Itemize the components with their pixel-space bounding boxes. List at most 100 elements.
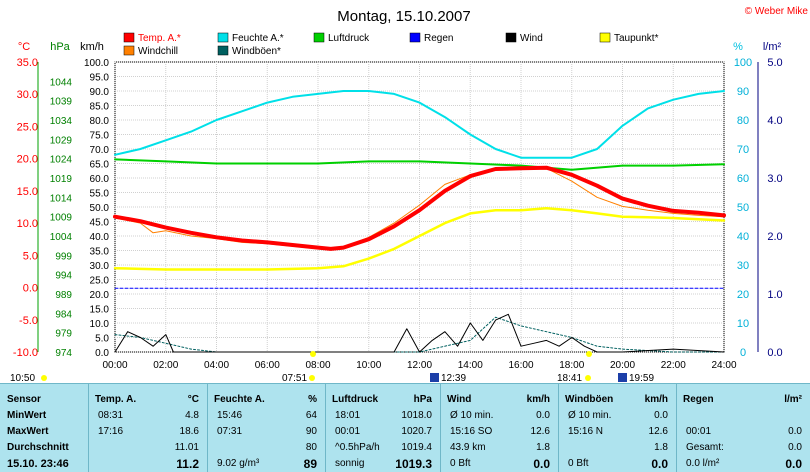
rain-tick-label: 4.0 <box>767 115 782 127</box>
legend-swatch <box>217 32 229 43</box>
humidity-tick-label: 0 <box>740 347 746 359</box>
stat-cell-label: Gesamt: <box>686 442 724 453</box>
legend-label: Luftdruck <box>328 33 370 44</box>
stat-column: Regen l/m² 00:01 0.0 Gesamt: 0.0 0.0 l/m² 0.0 <box>676 384 810 472</box>
stat-cell-label: 15:46 <box>217 410 243 421</box>
noon-time: 12:39 <box>441 373 466 383</box>
moon-icon <box>41 375 47 381</box>
weather-chart: Montag, 15.10.2007 © Weber Mike Temp. A.… <box>10 6 808 383</box>
wind-tick-label: 50.0 <box>90 203 110 214</box>
time-tick-label: 00:00 <box>102 360 127 371</box>
stat-cell-label: 00:01 <box>686 426 712 437</box>
legend-label: Windchill <box>138 46 178 57</box>
pressure-tick-label: 1014 <box>50 193 73 204</box>
moonrise-time: 19:59 <box>629 373 654 383</box>
rain-tick-label: 1.0 <box>767 289 782 301</box>
wind-tick-label: 40.0 <box>90 232 110 243</box>
series-lines <box>113 90 726 353</box>
stat-column: Temp. A. °C 08:31 4.8 17:16 18.6 11.01 11.2 <box>88 384 208 472</box>
humidity-tick-label: 60 <box>737 173 749 185</box>
stat-column: Feuchte A.% 15:46 64 07:31 90 80 9.02 g/m³ 89 <box>207 384 326 472</box>
legend-swatch <box>409 32 421 43</box>
pressure-tick-label: 1004 <box>50 232 73 243</box>
wind-tick-label: 70.0 <box>90 145 110 156</box>
wind-tick-label: 75.0 <box>90 131 110 142</box>
wind-tick-label: 0.0 <box>95 348 109 359</box>
temp-tick-label: 0.0 <box>23 283 38 295</box>
stat-column: Wind km/h Ø 10 min. 0.0 15:16 SO 12.6 43.9 km 1… <box>440 384 559 472</box>
rain-tick-label: 0.0 <box>767 347 782 359</box>
moonrise-icon <box>618 373 627 382</box>
stat-cell-label: Ø 10 min. <box>568 410 612 421</box>
series-line-wind <box>114 313 725 353</box>
stat-column-title: Wind <box>447 394 472 405</box>
moonset-time: 10:50 <box>10 373 35 383</box>
legend-swatch <box>123 32 135 43</box>
stat-column: Windböen km/h Ø 10 min. 0.0 15:16 N 12.6 1.8 0 … <box>558 384 677 472</box>
legend-swatch <box>123 45 135 56</box>
time-tick-label: 12:00 <box>407 360 432 371</box>
temp-tick-label: 5.0 <box>23 250 38 262</box>
stat-cell-value: 0.0 <box>785 457 802 471</box>
pressure-tick-label: 1009 <box>50 213 73 224</box>
stat-cell-value: 64 <box>305 410 317 421</box>
sunrise-marker <box>310 351 316 357</box>
pressure-unit-label: hPa <box>50 41 70 53</box>
row-label-max: MaxWert <box>7 426 49 437</box>
stat-column-unit: l/m² <box>784 394 802 405</box>
pressure-tick-label: 1044 <box>50 77 73 88</box>
humidity-tick-label: 100 <box>734 57 752 69</box>
legend-label: Regen <box>424 33 453 44</box>
time-tick-label: 22:00 <box>661 360 686 371</box>
sensor-column: Sensor MinWert MaxWert Durchschnitt 15.1… <box>0 384 89 472</box>
pressure-tick-label: 1024 <box>50 155 73 166</box>
legend-swatch <box>217 45 229 56</box>
stat-cell-value: 1.8 <box>654 442 668 453</box>
stat-cell-value: 80 <box>305 442 317 453</box>
sunset-icon <box>585 375 591 381</box>
stat-cell-label: 43.9 km <box>450 442 486 453</box>
rain-tick-label: 3.0 <box>767 173 782 185</box>
axis-unit-labels: °C hPa km/h % l/m² <box>18 41 782 53</box>
pressure-tick-label: 989 <box>55 290 72 301</box>
time-tick-label: 10:00 <box>356 360 381 371</box>
stat-cell-value: 0.0 <box>788 442 802 453</box>
stat-cell-value: 0.0 <box>654 410 668 421</box>
wind-tick-label: 30.0 <box>90 261 110 272</box>
time-tick-label: 08:00 <box>305 360 330 371</box>
stat-cell-value: 0.0 <box>533 457 550 471</box>
humidity-tick-label: 10 <box>737 318 749 330</box>
stat-cell-value: 1.8 <box>536 442 550 453</box>
wind-tick-label: 85.0 <box>90 102 110 113</box>
stat-cell-value: 12.6 <box>530 426 550 437</box>
stat-cell-value: 0.0 <box>536 410 550 421</box>
wind-tick-label: 100.0 <box>84 58 109 69</box>
temp-tick-label: 30.0 <box>17 89 38 101</box>
humidity-tick-label: 70 <box>737 144 749 156</box>
pressure-tick-label: 1019 <box>50 174 73 185</box>
stat-column: Luftdruck hPa 18:01 1018.0 00:01 1020.7 ^0.5hP… <box>325 384 441 472</box>
axis-ticks: 100.095.090.085.080.075.070.065.060.055.… <box>13 57 783 371</box>
humidity-tick-label: 40 <box>737 231 749 243</box>
legend-swatch <box>599 32 611 43</box>
series-line-windchill <box>114 167 725 250</box>
rain-tick-label: 2.0 <box>767 231 782 243</box>
rain-tick-label: 5.0 <box>767 57 782 69</box>
wind-tick-label: 5.0 <box>95 334 109 345</box>
wind-tick-label: 55.0 <box>90 189 110 200</box>
wind-tick-label: 45.0 <box>90 218 110 229</box>
stat-cell-value: 12.6 <box>648 426 668 437</box>
legend-swatch <box>313 32 325 43</box>
temp-tick-label: 10.0 <box>17 218 38 230</box>
wind-tick-label: 95.0 <box>90 73 110 84</box>
stat-cell-label: 00:01 <box>335 426 361 437</box>
stat-column-unit: hPa <box>413 394 432 405</box>
pressure-tick-label: 994 <box>55 271 72 282</box>
stat-cell-label: 0 Bft <box>450 458 471 469</box>
chart-title: Montag, 15.10.2007 <box>337 8 470 25</box>
statistics-table: Sensor MinWert MaxWert Durchschnitt 15.1… <box>0 383 810 472</box>
legend-label: Windböen* <box>232 46 281 57</box>
wind-tick-label: 60.0 <box>90 174 110 185</box>
stat-cell-value: 4.8 <box>185 410 199 421</box>
stat-cell-value: 89 <box>303 457 317 471</box>
